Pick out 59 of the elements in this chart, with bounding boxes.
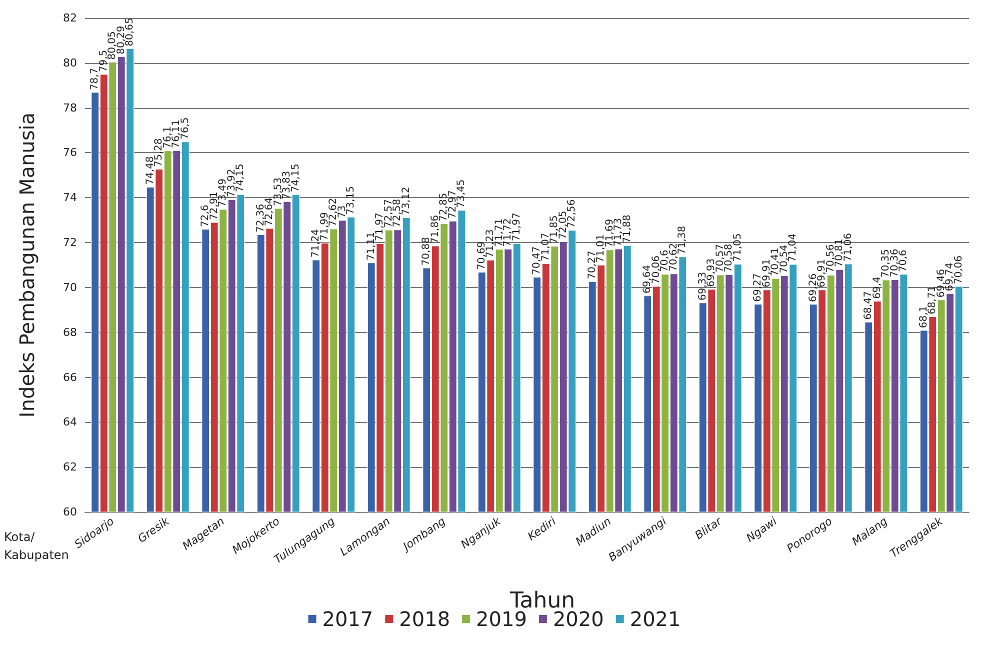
y-tick-label: 70	[63, 280, 77, 294]
data-label: 70,6	[898, 250, 910, 272]
data-label: 71,99	[319, 212, 330, 241]
data-label: 71,88	[622, 214, 633, 244]
data-label: 72,57	[383, 199, 394, 228]
data-label: 76,1	[162, 126, 174, 148]
y-tick-label: 78	[63, 101, 77, 114]
data-label: 71,04	[788, 233, 799, 262]
legend-label: 2021	[630, 607, 681, 631]
data-label: 71,97	[511, 212, 522, 242]
data-label: 69,4	[872, 276, 883, 299]
data-label: 71,71	[494, 218, 505, 248]
legend-label: 2019	[476, 607, 527, 631]
data-label: 73,12	[400, 186, 412, 216]
legend-label: 2018	[399, 607, 450, 631]
y-tick-label: 72	[63, 236, 77, 250]
data-label: 70,36	[889, 248, 900, 278]
y-tick-label: 62	[63, 460, 77, 474]
data-label: 71,06	[842, 233, 854, 262]
legend-label: 2017	[322, 607, 374, 631]
data-label: 72,36	[255, 204, 266, 232]
data-label: 70,56	[825, 244, 836, 273]
data-label: 76,5	[180, 117, 191, 140]
data-label: 71,38	[677, 226, 688, 254]
data-label: 80,65	[124, 18, 136, 46]
data-label: 73,53	[272, 178, 284, 206]
data-label: 73,45	[456, 179, 468, 208]
data-label: 71,07	[540, 232, 552, 262]
data-label: 71,86	[430, 215, 441, 244]
data-label: 69,46	[936, 268, 947, 298]
data-label: 69,26	[808, 273, 819, 302]
data-label: 70,54	[778, 244, 790, 274]
data-label: 72,56	[566, 199, 578, 228]
y-tick-label: 80	[63, 56, 77, 70]
data-label: 70,27	[586, 250, 598, 280]
y-tick-label: 66	[63, 370, 77, 384]
x-axis-title: Kota/ Kabupaten	[4, 530, 69, 562]
data-label: 72,97	[447, 190, 458, 219]
legend-label: 2020	[552, 607, 604, 631]
y-tick-label: 68	[63, 326, 77, 339]
data-label: 71,69	[604, 218, 616, 248]
y-tick-label: 60	[63, 506, 77, 518]
y-tick-label: 76	[63, 146, 77, 160]
data-label: 73,15	[346, 186, 357, 215]
data-label: 70,57	[714, 244, 726, 273]
data-label: 70,06	[953, 255, 964, 284]
data-label: 70,06	[650, 255, 662, 284]
data-label: 69,33	[697, 272, 708, 300]
y-tick-label: 82	[63, 12, 77, 24]
data-label: 70,62	[668, 242, 680, 272]
data-label: 74,15	[290, 164, 302, 192]
y-tick-label: 64	[63, 416, 77, 429]
y-tick-label: 74	[63, 191, 77, 204]
data-label: 70,69	[476, 241, 488, 270]
data-label: 72,91	[208, 191, 220, 220]
data-label: 74,15	[235, 164, 246, 192]
data-label: 69,91	[761, 258, 772, 288]
y-axis-title: Indeks Pembangunan Manusia	[15, 112, 39, 418]
data-label: 71,05	[732, 233, 744, 262]
